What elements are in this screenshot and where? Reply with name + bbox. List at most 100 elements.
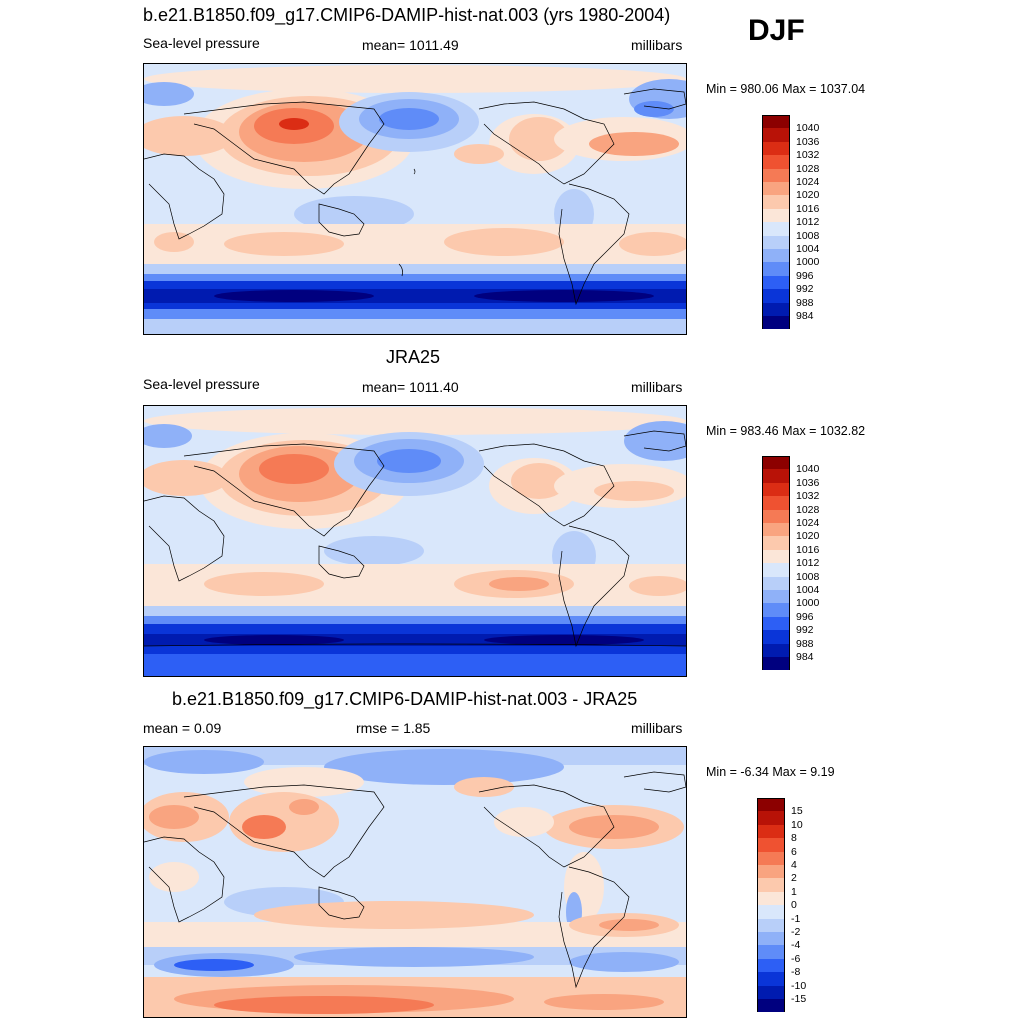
- colorbar-label: 1024: [796, 176, 820, 188]
- colorbar-label: 8: [791, 832, 797, 845]
- colorbar-swatch: [762, 630, 790, 644]
- colorbar-label: 1008: [796, 229, 820, 242]
- colorbar-label: 1020: [796, 189, 820, 202]
- colorbar-label: -2: [791, 926, 801, 938]
- colorbar-swatch: [757, 811, 785, 825]
- colorbar-swatch: [762, 235, 790, 249]
- colorbar-label: 1040: [796, 463, 820, 476]
- colorbar-label: 1040: [796, 122, 820, 135]
- panel-title: b.e21.B1850.f09_g17.CMIP6-DAMIP-hist-nat…: [143, 5, 671, 25]
- colorbar-swatch: [762, 616, 790, 631]
- units-label: millibars: [631, 720, 683, 736]
- colorbar-swatch: [757, 824, 785, 839]
- colorbar-swatch: [762, 195, 790, 209]
- colorbar-label: 1004: [796, 243, 820, 255]
- minmax-label: Min = 983.46 Max = 1032.82: [706, 424, 866, 438]
- colorbar-swatch: [762, 576, 790, 590]
- colorbar-swatch: [757, 985, 785, 999]
- colorbar-label: 1012: [796, 216, 820, 229]
- colorbar-swatch: [762, 141, 790, 156]
- colorbar-label: 1028: [796, 503, 820, 516]
- colorbar-swatch: [762, 128, 790, 142]
- colorbar-label: 1024: [796, 517, 820, 529]
- colorbar-label: 1008: [796, 570, 820, 583]
- colorbar-swatch: [762, 536, 790, 550]
- colorbar-label: 1036: [796, 476, 820, 489]
- colorbar-label: 1012: [796, 557, 820, 570]
- variable-label: Sea-level pressure: [143, 376, 260, 392]
- colorbar-swatch: [757, 958, 785, 973]
- colorbar-swatch: [762, 262, 790, 276]
- colorbar-swatch: [762, 275, 790, 290]
- colorbar-label: 1032: [796, 490, 820, 503]
- colorbar-swatch: [757, 945, 785, 959]
- colorbar-label: 988: [796, 637, 814, 650]
- panel-title: JRA25: [386, 347, 441, 367]
- colorbar-swatch: [762, 155, 790, 169]
- colorbar-swatch: [762, 182, 790, 196]
- colorbar-swatch: [762, 482, 790, 497]
- colorbar-label: 1028: [796, 162, 820, 175]
- colorbar-label: -1: [791, 912, 801, 925]
- colorbar-label: 984: [796, 651, 814, 663]
- colorbar-label: 1000: [796, 597, 820, 610]
- map-jra25-slp: [143, 405, 687, 677]
- colorbar-swatch: [762, 222, 790, 236]
- colorbar-swatch: [757, 851, 785, 865]
- colorbar-label: 4: [791, 859, 797, 871]
- colorbar-swatch: [762, 603, 790, 617]
- colorbar-label: -6: [791, 952, 801, 965]
- colorbar-label: 0: [791, 899, 797, 912]
- season-label: DJF: [748, 14, 805, 47]
- colorbar-swatch: [757, 972, 785, 986]
- colorbar-swatch: [757, 918, 785, 932]
- colorbar-swatch: [757, 798, 785, 813]
- colorbar-label: 1036: [796, 135, 820, 148]
- colorbar-swatch: [762, 289, 790, 303]
- colorbar-swatch: [757, 999, 785, 1013]
- colorbar-swatch: [762, 643, 790, 657]
- minmax-label: Min = 980.06 Max = 1037.04: [706, 82, 866, 96]
- colorbar-swatch: [762, 168, 790, 182]
- colorbar-swatch: [762, 469, 790, 483]
- map-model-slp: [143, 63, 687, 335]
- colorbar-swatch: [762, 509, 790, 523]
- colorbar-label: 6: [791, 845, 797, 858]
- rmse-label: rmse = 1.85: [356, 720, 431, 736]
- colorbar-label: 992: [796, 283, 814, 296]
- colorbar-swatch: [762, 657, 790, 671]
- mean-label: mean= 1011.49: [362, 37, 459, 53]
- colorbar-label: 1016: [796, 202, 820, 215]
- colorbar-label: 1016: [796, 543, 820, 556]
- colorbar-label: 1020: [796, 530, 820, 543]
- units-label: millibars: [631, 379, 683, 395]
- colorbar-swatch: [757, 891, 785, 906]
- colorbar-swatch: [762, 549, 790, 564]
- colorbar-swatch: [762, 590, 790, 604]
- colorbar-swatch: [762, 249, 790, 263]
- colorbar-label: 984: [796, 310, 814, 322]
- colorbar-label: 1032: [796, 149, 820, 162]
- colorbar-label: -4: [791, 939, 801, 952]
- colorbar-label: 1000: [796, 256, 820, 269]
- colorbar-swatch: [762, 208, 790, 223]
- colorbar-label: -8: [791, 966, 801, 979]
- colorbar-label: 15: [791, 805, 803, 818]
- colorbar-swatch: [762, 115, 790, 130]
- colorbar-label: 996: [796, 269, 814, 282]
- minmax-label: Min = -6.34 Max = 9.19: [706, 765, 835, 779]
- colorbar-label: 1: [791, 885, 797, 898]
- colorbar-label: -15: [791, 993, 807, 1005]
- colorbar-label: 2: [791, 872, 797, 885]
- colorbar-swatch: [762, 496, 790, 510]
- colorbar-swatch: [757, 838, 785, 852]
- colorbar-label: 992: [796, 624, 814, 637]
- colorbar-label: 10: [791, 818, 803, 831]
- colorbar-label: 988: [796, 296, 814, 309]
- units-label: millibars: [631, 37, 683, 53]
- colorbar-swatch: [757, 865, 785, 879]
- colorbar-swatch: [762, 302, 790, 316]
- map-difference: [143, 746, 687, 1018]
- colorbar-label: 996: [796, 610, 814, 623]
- colorbar-swatch: [762, 523, 790, 537]
